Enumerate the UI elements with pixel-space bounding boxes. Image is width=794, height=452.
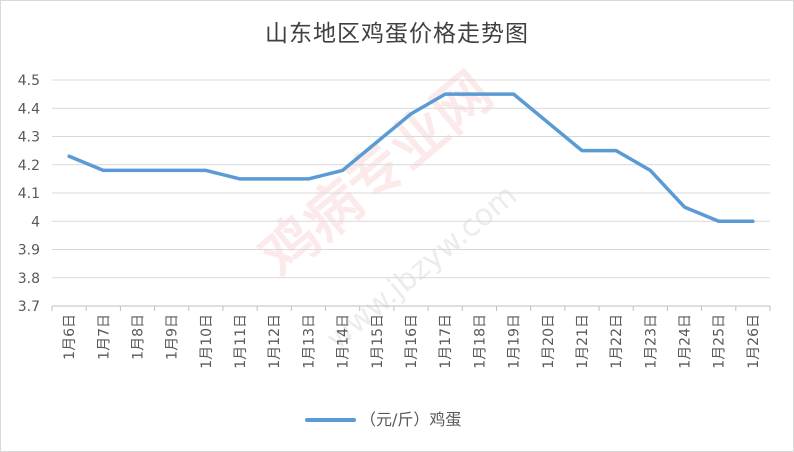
x-tick-label: 1月8日 bbox=[130, 314, 146, 360]
series bbox=[67, 92, 755, 224]
x-axis: 1月6日 1月7日 1月8日 1月9日 1月10日 1月11日 1月12日 1月13日 1月14… bbox=[51, 306, 771, 369]
y-tick-label: 4.5 bbox=[18, 73, 40, 89]
y-tick-label: 3.7 bbox=[18, 299, 40, 315]
x-tick-label: 1月18日 bbox=[472, 314, 488, 369]
y-tick-label: 4.3 bbox=[18, 130, 40, 146]
x-tick-label: 1月17日 bbox=[438, 314, 454, 369]
chart-title: 山东地区鸡蛋价格走势图 bbox=[265, 21, 529, 47]
x-tick-label: 1月15日 bbox=[370, 314, 386, 369]
x-tick-label: 1月14日 bbox=[336, 314, 352, 369]
gridlines bbox=[52, 79, 770, 307]
x-tick-label: 1月9日 bbox=[165, 314, 181, 360]
x-tick-label: 1月13日 bbox=[301, 314, 317, 369]
y-tick-label: 4 bbox=[31, 214, 40, 230]
x-tick-label: 1月11日 bbox=[233, 314, 249, 369]
x-tick-label: 1月7日 bbox=[96, 314, 112, 360]
x-tick-label: 1月21日 bbox=[575, 314, 591, 369]
series-line bbox=[67, 92, 755, 224]
x-tick-label: 1月24日 bbox=[678, 314, 694, 369]
y-tick-label: 4.4 bbox=[18, 101, 40, 117]
x-tick-label: 1月19日 bbox=[507, 314, 523, 369]
y-tick-label: 4.1 bbox=[18, 186, 40, 202]
legend-label: （元/斤）鸡蛋 bbox=[360, 410, 461, 429]
x-tick-label: 1月25日 bbox=[712, 314, 728, 369]
x-tick-label: 1月23日 bbox=[643, 314, 659, 369]
x-tick-label: 1月10日 bbox=[199, 314, 215, 369]
x-tick-label: 1月12日 bbox=[267, 314, 283, 369]
x-tick-label: 1月22日 bbox=[609, 314, 625, 369]
x-tick-label: 1月16日 bbox=[404, 314, 420, 369]
y-tick-label: 3.9 bbox=[18, 243, 40, 259]
legend: （元/斤）鸡蛋 bbox=[305, 410, 461, 429]
x-tick-label: 1月6日 bbox=[62, 314, 78, 360]
x-tick-label: 1月20日 bbox=[541, 314, 557, 369]
x-tick-label: 1月26日 bbox=[746, 314, 762, 369]
y-axis: 3.7 3.8 3.9 4 4.1 4.2 4.3 4.4 4.5 bbox=[18, 73, 40, 315]
y-tick-label: 3.8 bbox=[18, 271, 40, 287]
y-tick-label: 4.2 bbox=[18, 158, 40, 174]
